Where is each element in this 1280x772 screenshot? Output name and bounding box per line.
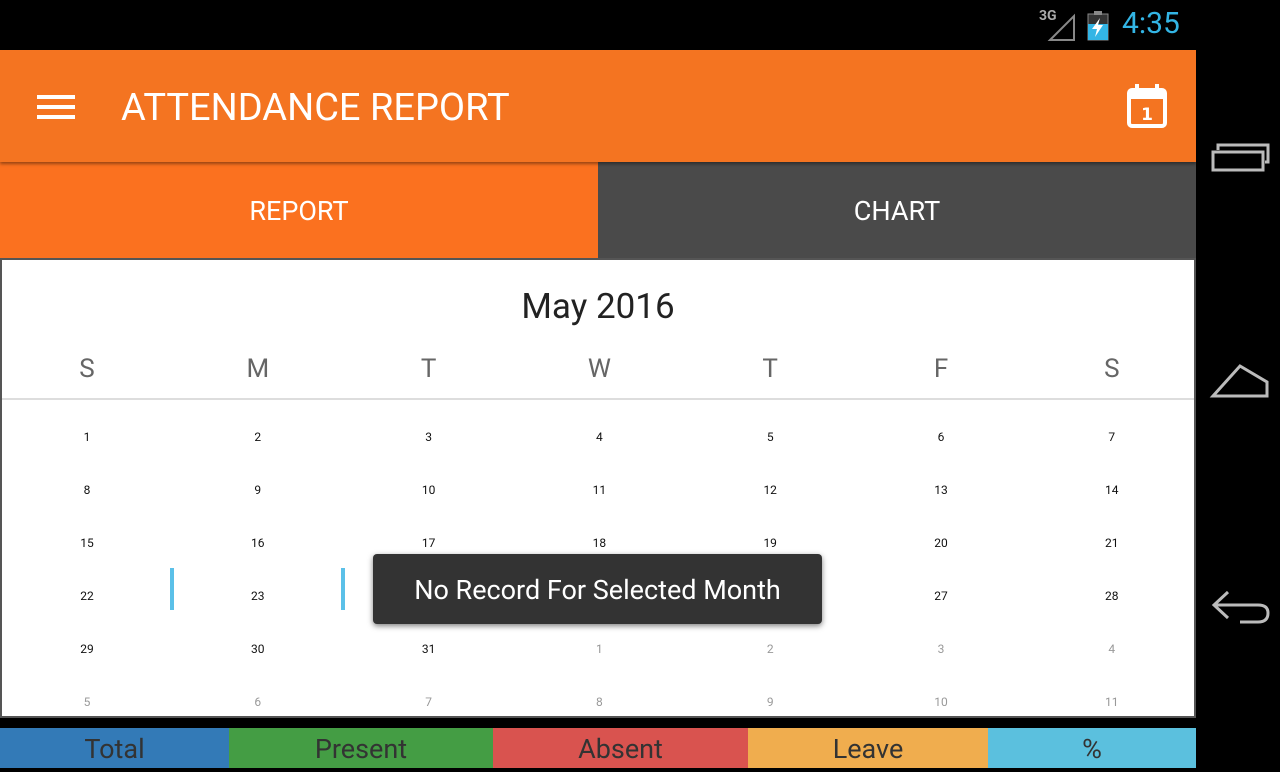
legend-item: Absent: [493, 728, 748, 768]
calendar-day[interactable]: 15: [80, 536, 94, 550]
calendar-day[interactable]: 6: [254, 695, 262, 709]
calendar-day[interactable]: 6: [937, 430, 945, 444]
calendar-day[interactable]: 21: [1105, 536, 1119, 550]
calendar-day[interactable]: 23: [251, 589, 265, 603]
legend-item: Leave: [748, 728, 988, 768]
home-button[interactable]: [1209, 364, 1269, 398]
calendar-day[interactable]: 3: [425, 430, 432, 444]
weekday-label: S: [79, 354, 95, 384]
recents-button[interactable]: [1211, 143, 1270, 172]
selection-bar: [341, 568, 345, 610]
calendar-day[interactable]: 3: [937, 642, 945, 656]
calendar: May 2016 S M T W T F S 1 2 3 4 5 6 7 8 9 10 11 12 13 14 15 16 1…: [0, 258, 1196, 718]
tab-chart[interactable]: CHART: [598, 162, 1196, 258]
calendar-day[interactable]: 9: [766, 695, 774, 709]
calendar-day[interactable]: 20: [934, 536, 948, 550]
weekday-label: S: [1104, 354, 1120, 384]
legend-bar: Total Present Absent Leave%: [0, 728, 1196, 768]
app-title: ATTENDANCE REPORT: [121, 86, 510, 130]
weekday-label: F: [933, 354, 949, 384]
calendar-day[interactable]: 13: [934, 483, 948, 497]
app-bar: 1: [0, 50, 1196, 162]
weekday-label: T: [762, 354, 778, 384]
calendar-day[interactable]: 1: [596, 642, 603, 656]
calendar-day[interactable]: 8: [83, 483, 91, 497]
calendar-day[interactable]: 29: [80, 642, 94, 656]
calendar-day[interactable]: 18: [592, 536, 607, 550]
calendar-day[interactable]: 11: [592, 483, 607, 497]
calendar-day[interactable]: 10: [934, 695, 948, 709]
calendar-day[interactable]: 2: [766, 642, 774, 656]
tab-bar: REPORT CHART: [0, 162, 1196, 258]
clock: 4:35: [1122, 6, 1180, 41]
calendar-button[interactable]: 1: [1126, 82, 1170, 130]
nav-icons: [1209, 143, 1270, 624]
calendar-day[interactable]: 2: [254, 430, 262, 444]
legend-item: Present: [229, 728, 493, 768]
calendar-day[interactable]: 28: [1105, 589, 1119, 603]
calendar-day[interactable]: 30: [251, 642, 265, 656]
status-icons: [1047, 11, 1109, 41]
menu-button[interactable]: [37, 93, 75, 121]
weekday-label: M: [246, 354, 270, 384]
calendar-day[interactable]: 4: [1108, 642, 1116, 656]
calendar-day[interactable]: 14: [1105, 483, 1119, 497]
legend-item: %: [988, 728, 1196, 768]
legend-item: Total: [0, 728, 229, 768]
calendar-day[interactable]: 16: [251, 536, 265, 550]
calendar-day[interactable]: 17: [421, 536, 436, 550]
separator: [2, 398, 1194, 400]
calendar-icon-day: 1: [1141, 105, 1153, 125]
calendar-day[interactable]: 5: [766, 430, 774, 444]
calendar-day[interactable]: 10: [421, 483, 436, 497]
back-button[interactable]: [1211, 590, 1270, 624]
weekday-label: T: [420, 354, 437, 384]
calendar-day[interactable]: 8: [596, 695, 603, 709]
weekday-label: W: [587, 354, 611, 384]
status-bar: 3G 4:35: [0, 0, 1280, 50]
tab-report[interactable]: REPORT: [0, 162, 598, 258]
calendar-day[interactable]: 1: [83, 430, 91, 444]
calendar-day[interactable]: 31: [421, 642, 436, 656]
calendar-day[interactable]: 4: [596, 430, 603, 444]
calendar-day[interactable]: 7: [425, 695, 432, 709]
calendar-day[interactable]: 9: [254, 483, 262, 497]
selection-bar: [170, 568, 174, 610]
month-title: May 2016: [521, 286, 675, 327]
toast: No Record For Selected Month: [373, 554, 822, 624]
calendar-day[interactable]: 19: [763, 536, 777, 550]
network-type: 3G: [1039, 8, 1057, 24]
nav-bar: [1196, 50, 1280, 768]
calendar-day[interactable]: 11: [1105, 695, 1119, 709]
calendar-day[interactable]: 7: [1108, 430, 1116, 444]
calendar-day[interactable]: 22: [80, 589, 94, 603]
calendar-day[interactable]: 27: [934, 589, 948, 603]
calendar-day[interactable]: 12: [763, 483, 777, 497]
calendar-day[interactable]: 5: [83, 695, 91, 709]
